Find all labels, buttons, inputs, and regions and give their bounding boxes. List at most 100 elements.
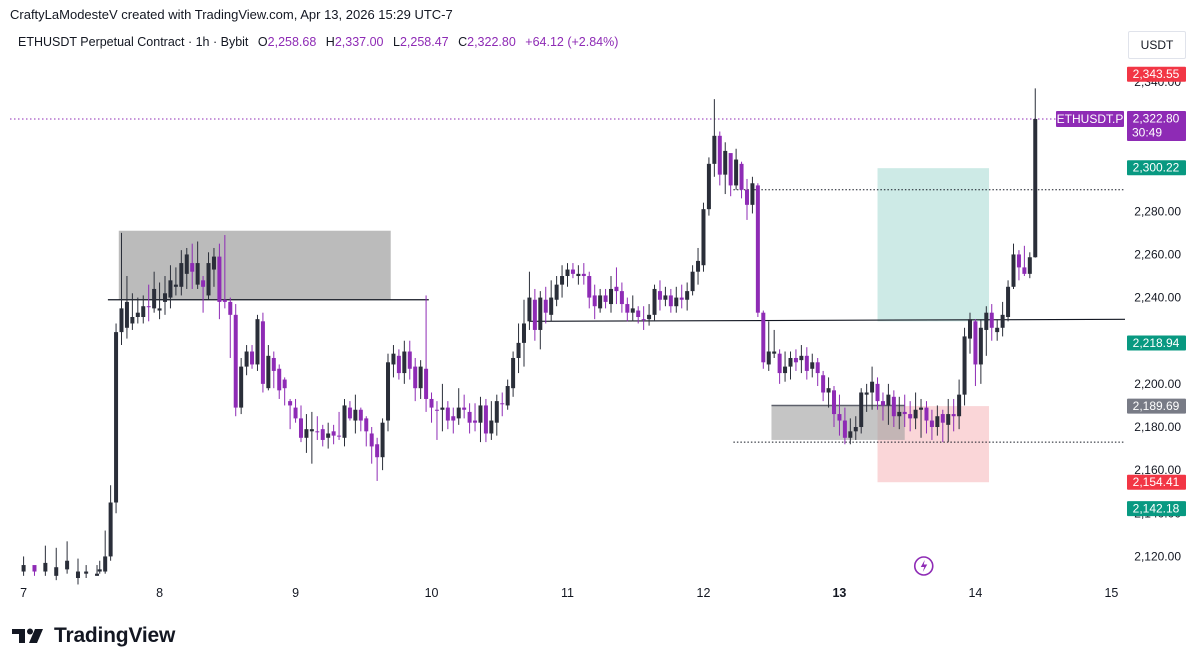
candle-body	[456, 407, 461, 419]
candle	[712, 99, 717, 177]
candle	[445, 401, 450, 430]
order-block-zone-2[interactable]	[771, 405, 905, 440]
candle-body	[875, 383, 880, 402]
candle	[32, 565, 37, 576]
order-block-zone-1[interactable]	[118, 230, 391, 300]
candle-body	[603, 295, 608, 302]
candle-body	[668, 295, 673, 307]
candle	[962, 327, 967, 406]
price-tag-bg	[1127, 474, 1186, 490]
price-tag[interactable]: 2,218.94	[1127, 335, 1186, 351]
symbol-title[interactable]: ETHUSDT Perpetual Contract · 1h · Bybit	[18, 35, 249, 49]
candle-body	[288, 401, 293, 406]
candle-body	[445, 407, 450, 421]
candle	[924, 401, 929, 434]
support-line-right[interactable]	[529, 318, 1126, 322]
candle-body	[228, 301, 233, 315]
candle	[168, 265, 173, 309]
price-tag-label: 2,189.69	[1133, 399, 1180, 413]
candle	[685, 282, 690, 311]
candle	[598, 288, 603, 313]
candle-body	[511, 357, 516, 389]
y-tick-label: 2,120.00	[1134, 549, 1181, 563]
price-tag-label: 2,300.22	[1133, 161, 1180, 175]
candle-body	[734, 159, 739, 186]
target-zone[interactable]	[877, 168, 990, 322]
x-tick-label: 10	[425, 586, 439, 600]
candle-body	[652, 288, 657, 315]
candle-body	[636, 310, 641, 317]
candle	[614, 267, 619, 305]
candle-body	[995, 327, 1000, 333]
candle-body	[467, 411, 472, 423]
candle	[190, 243, 195, 289]
candle-body	[717, 135, 722, 175]
candle-body	[984, 312, 989, 330]
candle	[119, 232, 124, 346]
candle	[902, 394, 907, 428]
candle	[375, 437, 380, 481]
candle-body	[554, 284, 559, 300]
candle	[277, 364, 282, 399]
candle	[462, 394, 467, 419]
candle-body	[783, 366, 788, 374]
candle-body	[614, 286, 619, 292]
candle	[1022, 245, 1027, 277]
candle-body	[168, 280, 173, 298]
candle-body	[946, 414, 951, 425]
candle-body	[989, 312, 994, 328]
candle-body	[772, 351, 777, 354]
price-tag[interactable]: 2,343.55	[1127, 66, 1186, 82]
price-tag[interactable]: 2,300.22	[1127, 160, 1186, 176]
candle	[342, 398, 347, 447]
candle-body	[919, 407, 924, 410]
y-tick-label: 2,220.00	[1134, 334, 1181, 348]
lightning-alert-icon[interactable]	[913, 556, 934, 576]
candle-body	[222, 299, 227, 302]
candle-body	[326, 433, 331, 438]
stop-zone[interactable]	[877, 406, 990, 483]
price-tag[interactable]: 2,142.18	[1127, 501, 1186, 517]
candle-body	[54, 567, 59, 576]
candle	[734, 148, 739, 190]
x-tick-label: 11	[561, 586, 574, 600]
symbol-tag-bg	[1056, 110, 1124, 127]
candle-body	[696, 260, 701, 272]
candle-body	[679, 297, 684, 300]
candle	[826, 377, 831, 408]
candle-body	[581, 273, 586, 277]
candle	[179, 250, 184, 296]
candle-body	[124, 301, 129, 328]
y-tick-label: 2,240.00	[1134, 291, 1181, 305]
candle-body	[500, 403, 505, 405]
candle-body	[864, 392, 869, 395]
candle-body	[886, 394, 891, 406]
symbol-tag[interactable]: ETHUSDT.P	[1056, 110, 1124, 127]
candle-body	[130, 317, 135, 324]
candle-body	[543, 299, 548, 313]
candle	[228, 297, 233, 358]
currency-selector[interactable]: USDT	[1128, 31, 1186, 59]
change-value: +64.12 (+2.84%)	[525, 35, 619, 49]
candle	[309, 411, 314, 464]
candle-body	[723, 150, 728, 175]
candle	[386, 353, 391, 432]
candle-body	[891, 396, 896, 417]
candle-body	[402, 351, 407, 374]
candle	[65, 541, 70, 574]
candle-body	[95, 573, 100, 576]
candle	[581, 263, 586, 285]
price-tag[interactable]: 2,189.69	[1127, 398, 1186, 414]
candle-body	[375, 444, 380, 458]
candle-body	[43, 562, 48, 572]
candle	[478, 396, 483, 443]
candle-body	[451, 416, 456, 421]
candle	[995, 319, 1000, 341]
price-tag[interactable]: 2,154.41	[1127, 474, 1186, 490]
candle	[337, 411, 342, 440]
candle	[619, 282, 624, 313]
candle	[456, 388, 461, 425]
candle	[293, 398, 298, 423]
candle	[973, 319, 978, 387]
